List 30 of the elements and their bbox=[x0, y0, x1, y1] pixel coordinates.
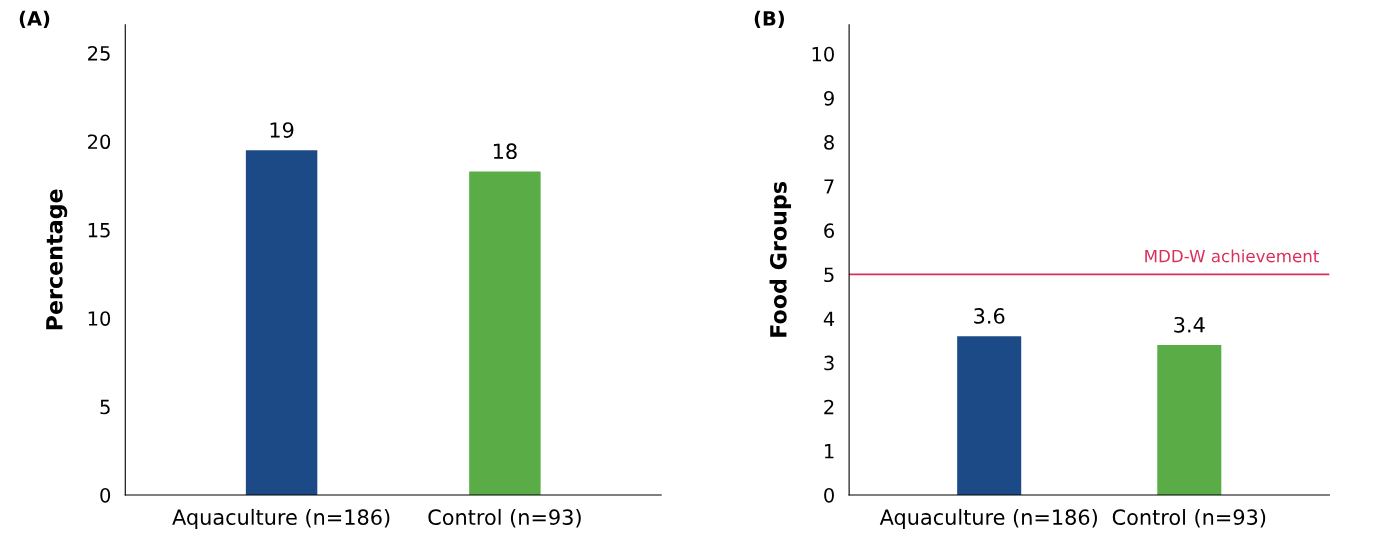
y-tick-label: 0 bbox=[100, 487, 111, 503]
y-axis-title: Percentage bbox=[46, 189, 68, 330]
y-tick-label: 3 bbox=[824, 355, 834, 371]
y-tick-label: 5 bbox=[100, 399, 110, 415]
y-tick-label: 1 bbox=[825, 444, 834, 459]
y-tick-label: 5 bbox=[824, 267, 834, 283]
x-tick-label: Aquaculture (n=186) bbox=[172, 508, 390, 530]
y-tick-label: 0 bbox=[824, 487, 834, 503]
data-label: 3.4 bbox=[1174, 316, 1205, 333]
y-tick-label: 10 bbox=[88, 311, 111, 326]
y-axis-title: Food Groups bbox=[769, 181, 792, 337]
data-label: 18 bbox=[493, 143, 517, 160]
y-tick-label: 7 bbox=[824, 179, 834, 194]
data-label: 19 bbox=[270, 122, 294, 138]
y-tick-label: 8 bbox=[824, 135, 834, 150]
y-tick-label: 9 bbox=[824, 90, 834, 106]
ref-line-label: MDD-W achievement bbox=[1145, 249, 1319, 263]
x-tick-label: Aquaculture (n=186) bbox=[879, 508, 1097, 530]
y-tick-label: 6 bbox=[824, 223, 835, 238]
y-tick-label: 10 bbox=[812, 46, 834, 62]
y-tick-label: 25 bbox=[88, 45, 110, 61]
y-tick-label: 15 bbox=[88, 223, 110, 238]
y-tick-label: 4 bbox=[823, 311, 835, 326]
chart-title: (A) bbox=[19, 10, 50, 28]
y-tick-label: 20 bbox=[88, 134, 111, 150]
data-label: 3.6 bbox=[974, 308, 1005, 324]
x-tick-label: Control (n=93) bbox=[428, 508, 581, 528]
y-tick-label: 2 bbox=[824, 399, 834, 415]
chart-title: (B) bbox=[754, 10, 784, 28]
x-tick-label: Control (n=93) bbox=[1112, 508, 1266, 528]
